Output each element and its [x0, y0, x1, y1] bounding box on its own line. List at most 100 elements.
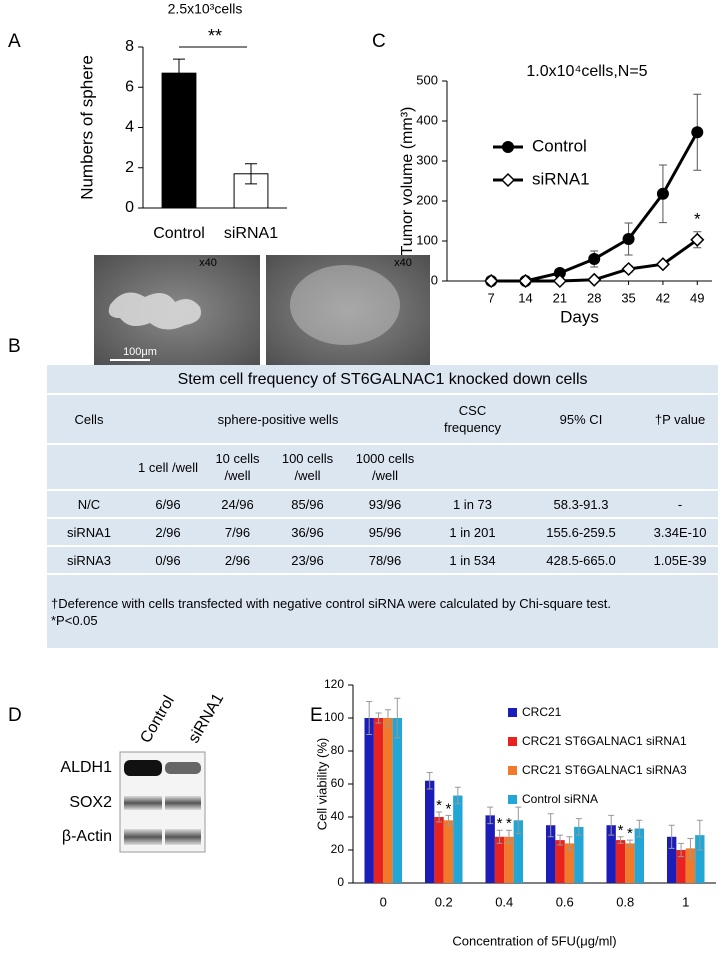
bar	[625, 843, 635, 883]
table-cell: 428.5-665.0	[520, 546, 642, 575]
table-cell	[520, 444, 642, 491]
table-row: 1 cell /well 10 cells /well 100 cells /wel…	[47, 444, 719, 491]
table-cell: 58.3-91.3	[520, 490, 642, 519]
y-tick-label: 0	[125, 199, 134, 216]
x-tick-label: 0	[380, 894, 387, 909]
error-bar	[366, 701, 373, 735]
table-cell: 155.6-259.5	[520, 518, 642, 547]
significance-marker: *	[627, 825, 633, 842]
bar	[545, 825, 556, 883]
error-bar	[636, 819, 643, 838]
cell-cluster	[290, 265, 400, 345]
bar	[383, 718, 393, 883]
table-cell: 95/96	[345, 518, 425, 547]
error-bar	[384, 709, 391, 727]
footnote: †Deference with cells transfected with n…	[51, 595, 611, 611]
y-axis-title: Cell viability (%)	[314, 738, 329, 830]
error-bar	[566, 836, 573, 851]
table-cell: 6/96	[131, 490, 205, 519]
table-row: siRNA3 0/96 2/96 23/96 78/96 1 in 534 428.5-66…	[47, 546, 719, 575]
magnification: x40	[394, 257, 412, 269]
table-cell: †P value	[642, 394, 719, 445]
bar	[606, 825, 616, 883]
y-tick-label: 100	[416, 232, 438, 247]
y-tick-label: 20	[331, 842, 345, 856]
bar	[424, 780, 435, 883]
bar	[494, 836, 505, 883]
table-cell: 0/96	[131, 546, 205, 575]
y-tick-label: 500	[416, 72, 438, 87]
marker	[655, 257, 670, 272]
bar	[666, 836, 677, 883]
error-bar	[436, 811, 443, 823]
marker	[656, 187, 669, 200]
bar	[364, 718, 374, 883]
marker	[484, 273, 499, 289]
bar	[504, 836, 514, 883]
table-cell: siRNA1	[47, 518, 131, 547]
marker	[622, 233, 635, 245]
table-cell	[642, 444, 719, 491]
x-tick-label: 7	[488, 290, 495, 305]
table-cell: 1.05E-39	[642, 546, 719, 575]
magnification: x40	[199, 257, 217, 269]
table-cell: †Deference with cells transfected with n…	[47, 574, 718, 648]
table-row: siRNA1 2/96 7/96 36/96 95/96 1 in 201 155.6-25…	[47, 518, 719, 547]
bar	[453, 795, 463, 883]
significance-marker: *	[506, 815, 512, 832]
error-bar	[678, 842, 685, 858]
bar	[434, 817, 444, 883]
y-tick-label: 8	[125, 38, 134, 55]
bar	[676, 850, 686, 883]
table-cell: 24/96	[205, 490, 270, 519]
significance-marker: *	[694, 209, 701, 228]
legend-label: CRC21 ST6GALNAC1 siRNA3	[522, 763, 687, 777]
x-tick-label: 42	[656, 290, 670, 305]
error-bar	[687, 837, 694, 859]
table-cell: sphere-positive wells	[131, 394, 425, 445]
table-cell: 1 in 201	[425, 518, 520, 547]
table-cell: 1 cell /well	[131, 444, 205, 491]
significance-marker: *	[497, 815, 503, 832]
sphere	[108, 292, 201, 330]
marker	[500, 172, 516, 188]
bar	[443, 820, 454, 883]
legend-swatch	[508, 766, 517, 775]
bar	[555, 840, 565, 883]
legend-label: Control	[532, 136, 587, 155]
x-tick-label: 0.4	[495, 894, 513, 909]
error-bar	[515, 806, 522, 834]
legend-label: CRC21	[522, 705, 562, 719]
x-tick-label: 0.6	[556, 894, 574, 909]
table-cell: 23/96	[270, 546, 345, 575]
marker	[552, 273, 567, 289]
error-bar	[575, 818, 582, 836]
frequency-table: Stem cell frequency of ST6GALNAC1 knocke…	[47, 365, 719, 648]
bar	[685, 848, 696, 883]
panel-label: E	[310, 705, 323, 726]
bar	[513, 820, 524, 883]
chart-title: 1.0x10⁴cells,N=5	[526, 63, 647, 80]
chart-title: 2.5x10³cells	[168, 1, 243, 17]
table-cell: 3.34E-10	[642, 518, 719, 547]
error-bar	[668, 824, 675, 849]
bar	[392, 718, 403, 883]
band	[124, 760, 162, 776]
band	[124, 796, 162, 810]
y-tick-label: 200	[416, 192, 438, 207]
x-tick-label: 0.8	[616, 894, 634, 909]
y-tick-label: 2	[125, 159, 134, 176]
y-tick-label: 6	[125, 78, 134, 95]
x-tick-label: 1	[682, 894, 689, 909]
error-bar	[445, 814, 452, 826]
band	[165, 796, 201, 810]
marker	[502, 141, 514, 153]
band	[124, 829, 162, 845]
table-cell: Cells	[47, 394, 131, 445]
marker	[621, 261, 636, 277]
bar	[634, 828, 645, 883]
micrograph	[266, 255, 430, 366]
table-row: N/C 6/96 24/96 85/96 93/96 1 in 73 58.3-91.3-	[47, 490, 719, 519]
bar	[615, 840, 626, 883]
